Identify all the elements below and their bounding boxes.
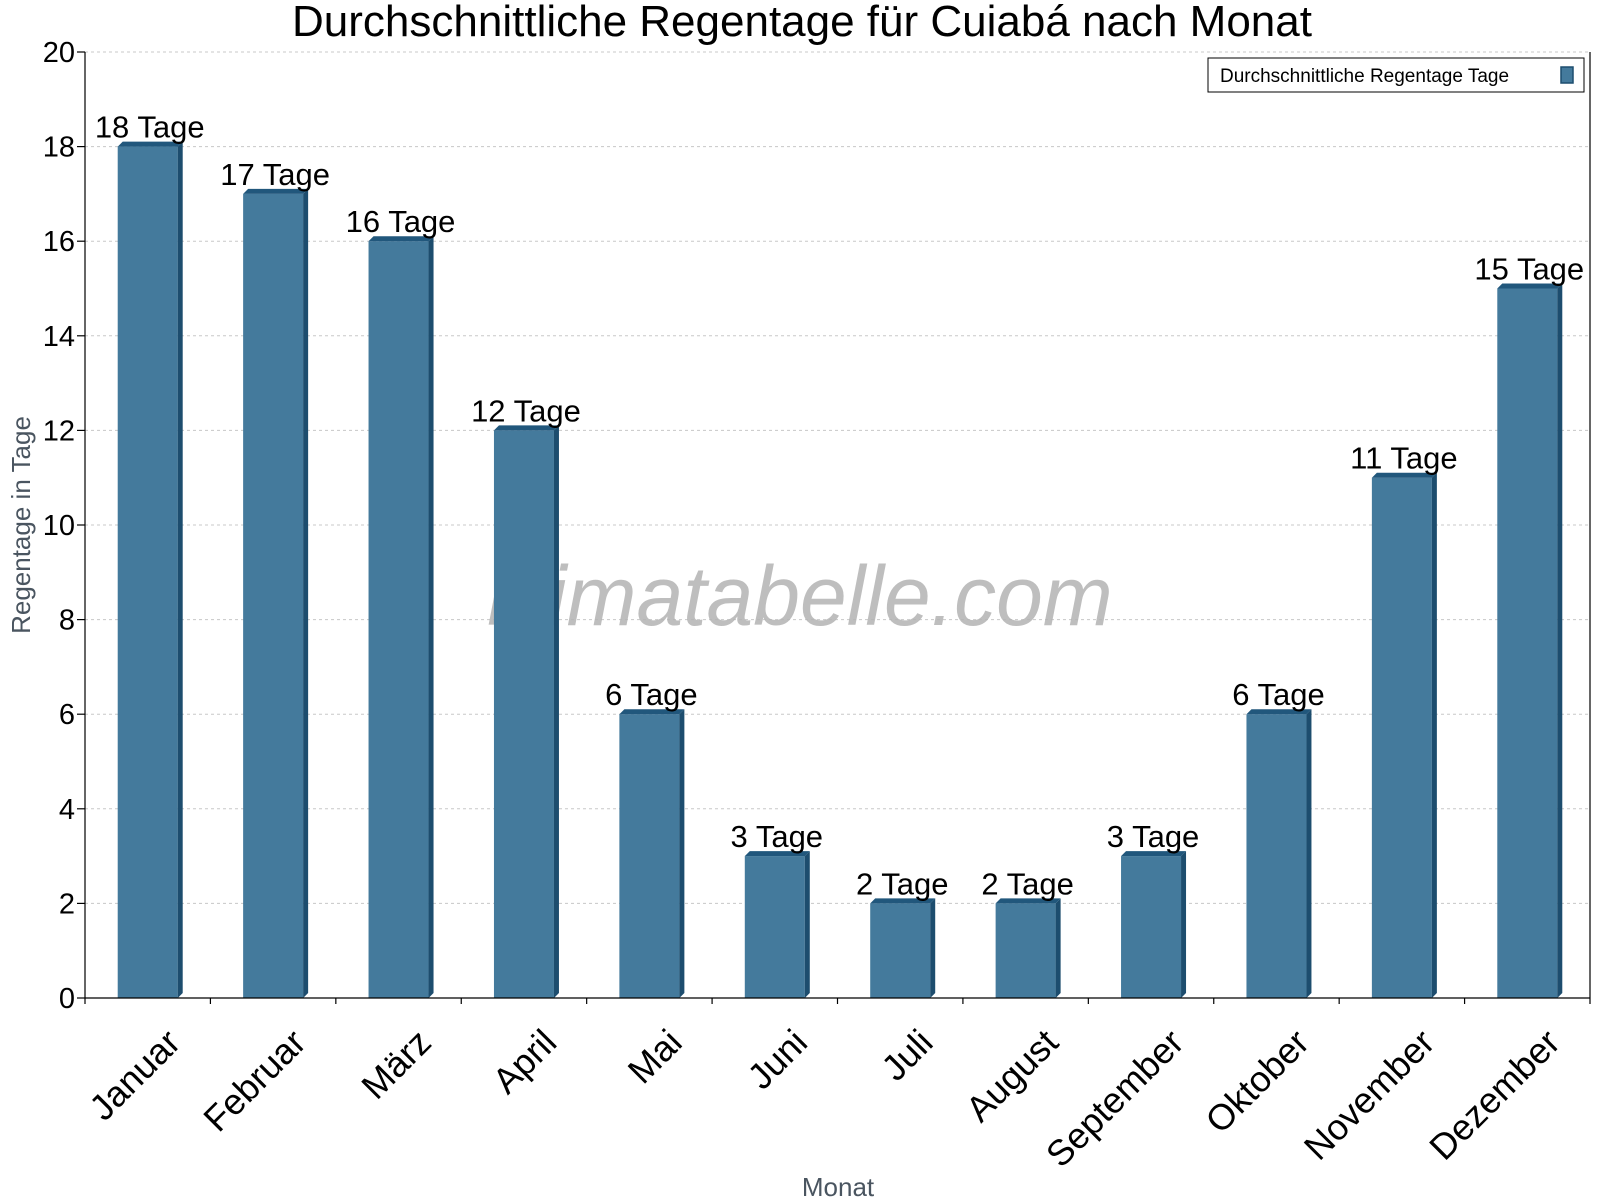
bar-top	[1371, 472, 1437, 478]
data-label: 2 Tage	[856, 866, 949, 901]
bar-top	[493, 425, 559, 431]
bar-top	[870, 898, 936, 904]
y-tick-label: 14	[43, 321, 75, 353]
bar-11	[1371, 472, 1437, 998]
y-tick-label: 12	[43, 415, 75, 447]
data-label: 15 Tage	[1474, 252, 1584, 287]
bar-top	[1121, 851, 1187, 857]
bar-8	[995, 898, 1061, 998]
bar-side	[428, 236, 434, 998]
bar-side	[1306, 709, 1312, 998]
x-tick-label: Juli	[873, 1021, 940, 1088]
bar-side	[1055, 898, 1061, 998]
data-label: 16 Tage	[346, 204, 456, 239]
bar-front	[1497, 288, 1558, 998]
y-tick-label: 18	[43, 132, 75, 164]
y-tick-label: 0	[59, 983, 75, 1015]
x-tick-label: Februar	[195, 1021, 313, 1139]
bar-side	[553, 425, 559, 998]
bar-front	[744, 856, 805, 998]
bar-side	[1557, 283, 1563, 998]
bar-1	[117, 141, 183, 999]
chart-title: Durchschnittliche Regentage für Cuiabá n…	[292, 0, 1312, 46]
y-axis-ticks: 0 2 4 6 8 10 12 14 16 18 20	[43, 37, 85, 1015]
bar-top	[995, 898, 1061, 904]
y-tick-label: 8	[59, 605, 75, 637]
bar-front	[1371, 477, 1432, 998]
y-tick-label: 16	[43, 226, 75, 258]
bar-front	[870, 903, 931, 998]
legend-swatch	[1560, 66, 1574, 84]
bar-6	[744, 851, 810, 998]
y-tick-label: 4	[59, 794, 75, 826]
x-axis-label: Monat	[802, 1172, 875, 1200]
bar-top	[368, 236, 434, 242]
data-label: 2 Tage	[981, 866, 1074, 901]
bar-5	[619, 709, 685, 998]
bar-top	[744, 851, 810, 857]
bar-front	[117, 146, 178, 999]
x-tick-label: Januar	[81, 1021, 188, 1128]
x-tick-label: Oktober	[1197, 1021, 1317, 1141]
data-label: 6 Tage	[1232, 677, 1325, 712]
x-tick-label: Dezember	[1421, 1021, 1567, 1167]
x-tick-label: März	[353, 1021, 439, 1107]
bars	[117, 141, 1563, 999]
bar-top	[243, 188, 309, 194]
bar-top	[1246, 709, 1312, 715]
data-label: 3 Tage	[1107, 819, 1200, 854]
bar-front	[243, 193, 304, 998]
bar-3	[368, 236, 434, 998]
bar-2	[243, 188, 309, 998]
bar-top	[619, 709, 685, 715]
legend: Durchschnittliche Regentage Tage	[1207, 57, 1585, 93]
y-axis-label: Regentage in Tage	[6, 416, 36, 634]
x-tick-label: September	[1038, 1021, 1192, 1175]
grid-lines	[85, 51, 1590, 904]
legend-entry-label: Durchschnittliche Regentage Tage	[1220, 66, 1509, 87]
bar-7	[870, 898, 936, 998]
x-tick-label: November	[1296, 1021, 1442, 1167]
y-tick-label: 6	[59, 699, 75, 731]
bar-front	[619, 714, 680, 998]
bar-side	[930, 898, 936, 998]
y-tick-label: 10	[43, 510, 75, 542]
x-tick-label: August	[958, 1021, 1066, 1129]
y-tick-label: 20	[43, 37, 75, 69]
bar-9	[1121, 851, 1187, 998]
bar-front	[368, 241, 429, 998]
bar-side	[679, 709, 685, 998]
bar-4	[493, 425, 559, 998]
bar-front	[493, 430, 554, 998]
legend-box	[1207, 57, 1585, 93]
bar-top	[1497, 283, 1563, 289]
bar-side	[1181, 851, 1187, 998]
watermark-text: klimatabelle.com	[487, 549, 1113, 643]
data-labels: 18 Tage 17 Tage 16 Tage 12 Tage 6 Tage 3 Tage…	[95, 110, 1584, 902]
data-label: 17 Tage	[220, 157, 330, 192]
bar-12	[1497, 283, 1563, 998]
x-tick-label: Mai	[620, 1021, 690, 1091]
bar-front	[995, 903, 1056, 998]
x-tick-label: Juni	[739, 1021, 815, 1097]
data-label: 12 Tage	[471, 393, 581, 428]
x-tick-label: April	[484, 1021, 564, 1101]
y-tick-label: 2	[59, 888, 75, 920]
bar-top	[117, 141, 183, 147]
bar-side	[1431, 472, 1437, 998]
data-label: 11 Tage	[1350, 441, 1457, 476]
data-label: 18 Tage	[95, 110, 205, 145]
x-axis-ticks: Januar Februar März April Mai Juni Juli AugustS…	[81, 998, 1591, 1175]
data-label: 3 Tage	[731, 819, 824, 854]
bar-front	[1121, 856, 1182, 998]
bar-10	[1246, 709, 1312, 998]
bar-side	[177, 141, 183, 999]
bar-side	[303, 188, 309, 998]
bar-front	[1246, 714, 1307, 998]
bar-side	[804, 851, 810, 998]
data-label: 6 Tage	[605, 677, 698, 712]
